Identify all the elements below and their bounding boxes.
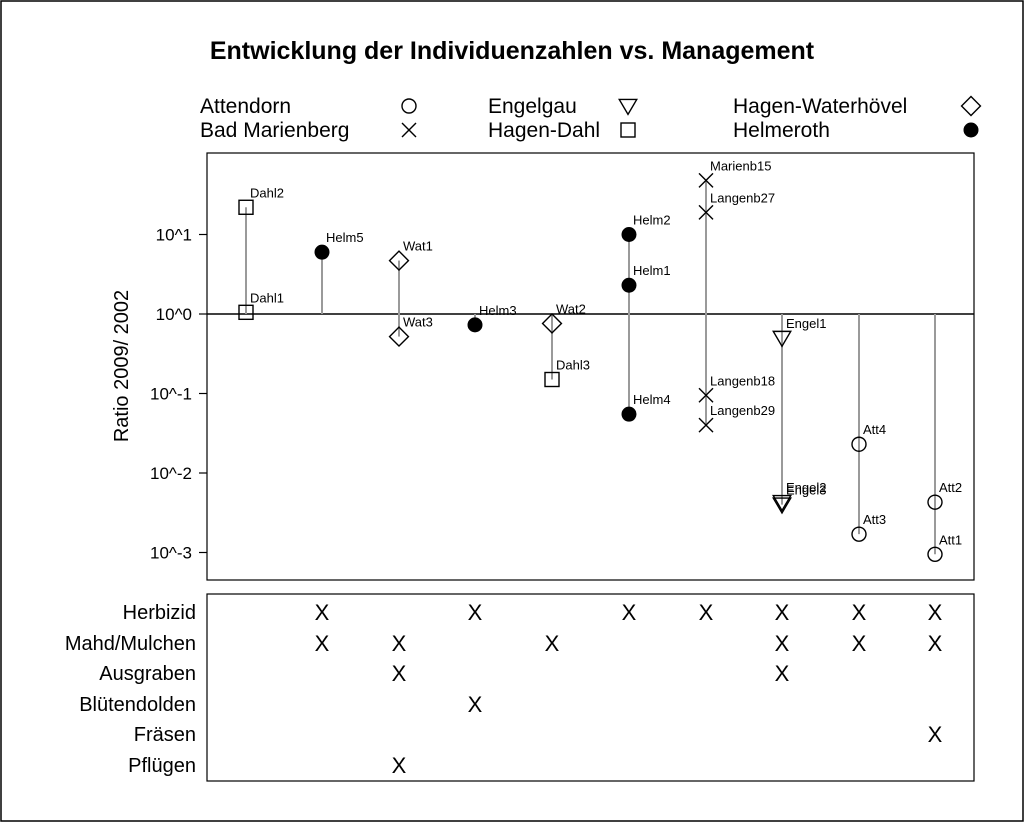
point-label-wat2: Wat2 bbox=[556, 301, 586, 316]
row-label-herbizid: Herbizid bbox=[123, 602, 196, 624]
point-label-att4: Att4 bbox=[863, 422, 886, 437]
stems bbox=[245, 180, 936, 555]
point-label-helm2: Helm2 bbox=[633, 213, 671, 228]
mark-herbizid-4: X bbox=[468, 600, 483, 625]
point-engel3 bbox=[772, 497, 792, 515]
mark-mahd-mulchen-5: X bbox=[545, 631, 560, 656]
mark-mahd-mulchen-9: X bbox=[852, 631, 867, 656]
point-label-att1: Att1 bbox=[939, 532, 962, 547]
point-label-marienb15: Marienb15 bbox=[710, 158, 771, 173]
legend-symbol-helmeroth bbox=[963, 122, 979, 138]
mark-fr-sen-10: X bbox=[928, 722, 943, 747]
point-label-wat1: Wat1 bbox=[403, 239, 433, 254]
point-label-att2: Att2 bbox=[939, 480, 962, 495]
point-label-engel3: Engel3 bbox=[786, 483, 826, 498]
legend-label-engelgau: Engelgau bbox=[488, 95, 577, 118]
management-table bbox=[206, 593, 975, 782]
point-wat3 bbox=[388, 326, 410, 348]
legend-label-hagen-waterh-vel: Hagen-Waterhövel bbox=[733, 95, 907, 118]
point-dahl2 bbox=[238, 199, 254, 215]
mark-mahd-mulchen-3: X bbox=[392, 631, 407, 656]
row-label-mahd-mulchen: Mahd/Mulchen bbox=[65, 633, 196, 655]
y-tick-label: 10^-2 bbox=[150, 464, 192, 483]
mark-mahd-mulchen-10: X bbox=[928, 631, 943, 656]
legend-label-helmeroth: Helmeroth bbox=[733, 119, 830, 142]
point-label-dahl3: Dahl3 bbox=[556, 358, 590, 373]
point-helm4 bbox=[621, 406, 637, 422]
mark-herbizid-2: X bbox=[315, 600, 330, 625]
mark-herbizid-9: X bbox=[852, 600, 867, 625]
point-dahl3 bbox=[544, 371, 560, 388]
legend-symbol-hagen-waterh-vel bbox=[960, 95, 982, 117]
point-langenb29 bbox=[698, 417, 714, 433]
point-label-engel2: Engel2 bbox=[786, 480, 826, 495]
point-label-dahl1: Dahl1 bbox=[250, 290, 284, 305]
point-label-dahl2: Dahl2 bbox=[250, 185, 284, 200]
point-helm3 bbox=[467, 317, 483, 333]
y-tick-label: 10^-1 bbox=[150, 385, 192, 404]
mark-mahd-mulchen-2: X bbox=[315, 631, 330, 656]
point-label-langenb27: Langenb27 bbox=[710, 190, 775, 205]
point-att3 bbox=[851, 526, 867, 542]
row-label-pfl-gen: Pflügen bbox=[128, 755, 196, 777]
legend-symbol-hagen-dahl bbox=[620, 122, 636, 138]
point-dahl1 bbox=[238, 304, 254, 321]
row-label-fr-sen: Fräsen bbox=[134, 724, 196, 746]
point-label-helm1: Helm1 bbox=[633, 263, 671, 278]
point-wat1 bbox=[388, 250, 410, 272]
point-label-att3: Att3 bbox=[863, 512, 886, 527]
mark-ausgraben-3: X bbox=[392, 661, 407, 686]
row-label-ausgraben: Ausgraben bbox=[99, 663, 196, 685]
y-axis: 10^1 10^0 10^-1 10^-2 10^-3 bbox=[150, 226, 207, 563]
point-helm2 bbox=[621, 227, 637, 242]
point-label-langenb29: Langenb29 bbox=[710, 403, 775, 418]
row-label-bl-tendolden: Blütendolden bbox=[79, 694, 196, 716]
mark-herbizid-10: X bbox=[928, 600, 943, 625]
point-label-helm3: Helm3 bbox=[479, 303, 517, 318]
legend-symbol-bad-marienberg bbox=[401, 122, 417, 138]
legend-symbol-engelgau bbox=[618, 98, 638, 116]
mark-bl-tendolden-4: X bbox=[468, 692, 483, 717]
point-wat2 bbox=[541, 313, 563, 334]
point-langenb27 bbox=[698, 204, 714, 220]
data-points: Dahl2 Dahl1 Helm5 Wat1 Wat3 Helm3 Wat2 Dahl3 Hel… bbox=[238, 158, 962, 562]
mark-herbizid-8: X bbox=[775, 600, 790, 625]
point-label-helm5: Helm5 bbox=[326, 230, 364, 245]
legend-label-attendorn: Attendorn bbox=[200, 95, 291, 118]
point-label-helm4: Helm4 bbox=[633, 392, 671, 407]
legend-symbol-attendorn bbox=[401, 98, 417, 114]
point-label-wat3: Wat3 bbox=[403, 315, 433, 330]
point-helm1 bbox=[621, 277, 637, 293]
y-tick-label: 10^-3 bbox=[150, 544, 192, 563]
mark-ausgraben-8: X bbox=[775, 661, 790, 686]
mark-mahd-mulchen-8: X bbox=[775, 631, 790, 656]
chart-title: Entwicklung der Individuenzahlen vs. Man… bbox=[210, 37, 815, 65]
point-helm5 bbox=[314, 244, 330, 260]
point-marienb15 bbox=[698, 172, 714, 188]
point-att2 bbox=[927, 494, 943, 510]
legend-label-bad-marienberg: Bad Marienberg bbox=[200, 119, 349, 142]
plot-area bbox=[206, 152, 975, 581]
point-label-langenb18: Langenb18 bbox=[710, 373, 775, 388]
legend-label-hagen-dahl: Hagen-Dahl bbox=[488, 119, 600, 142]
mark-herbizid-7: X bbox=[699, 600, 714, 625]
point-att1 bbox=[927, 546, 943, 562]
mark-pfl-gen-3: X bbox=[392, 753, 407, 778]
point-engel1 bbox=[772, 330, 792, 348]
y-tick-label: 10^0 bbox=[156, 305, 192, 324]
y-tick-label: 10^1 bbox=[156, 226, 192, 245]
point-att4 bbox=[851, 436, 867, 452]
y-axis-label: Ratio 2009/ 2002 bbox=[111, 290, 133, 442]
point-label-engel1: Engel1 bbox=[786, 316, 826, 331]
point-langenb18 bbox=[698, 387, 714, 403]
mark-herbizid-6: X bbox=[622, 600, 637, 625]
point-engel2 bbox=[772, 494, 792, 512]
